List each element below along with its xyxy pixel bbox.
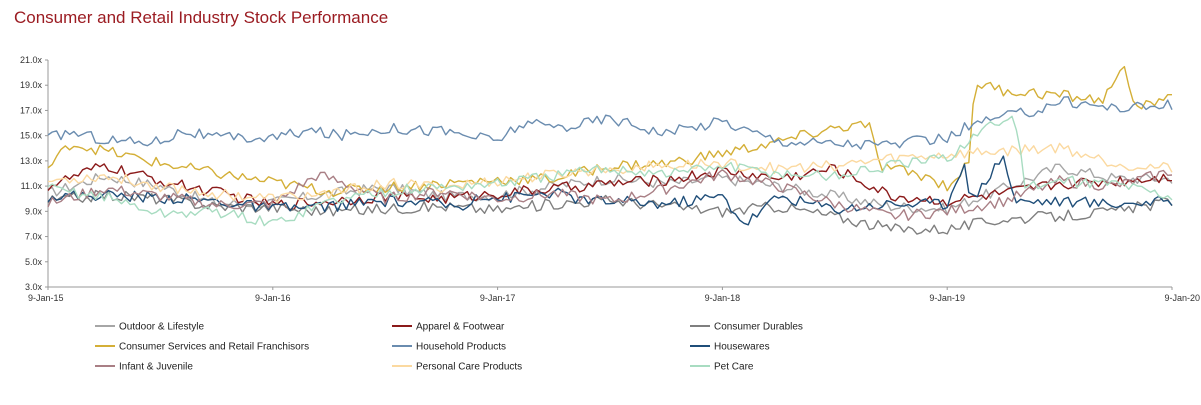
legend-label-infant-juvenile: Infant & Juvenile	[119, 362, 193, 373]
legend-label-outdoor-lifestyle: Outdoor & Lifestyle	[119, 322, 204, 333]
y-tick-label: 15.0x	[20, 131, 43, 141]
y-tick-label: 11.0x	[21, 181, 43, 191]
x-tick-label: 9-Jan-16	[255, 293, 291, 303]
y-tick-label: 17.0x	[20, 105, 43, 115]
legend-label-housewares: Housewares	[714, 342, 770, 353]
series-line-infant-juvenile	[47, 169, 1173, 221]
legend-label-consumer-durables: Consumer Durables	[714, 322, 803, 333]
x-tick-label: 9-Jan-15	[28, 293, 64, 303]
y-tick-label: 9.0x	[25, 206, 43, 216]
legend-label-personal-care-products: Personal Care Products	[416, 362, 522, 373]
series-line-outdoor-lifestyle	[47, 163, 1173, 216]
legend: Outdoor & Lifestyle Apparel & Footwear Con…	[95, 322, 803, 373]
series-line-household-products	[47, 96, 1173, 150]
legend-label-household-products: Household Products	[416, 342, 506, 353]
x-tick-label: 9-Jan-19	[929, 293, 965, 303]
y-tick-label: 21.0x	[20, 55, 43, 65]
axes: 3.0x 5.0x 7.0x 9.0x 11.0x 13.0x 15.0x 17.0x 19.0…	[20, 55, 1200, 303]
legend-label-consumer-services-and-retail-franchisors: Consumer Services and Retail Franchisors	[119, 342, 309, 353]
chart-title: Consumer and Retail Industry Stock Perfo…	[14, 8, 389, 27]
y-tick-label: 3.0x	[25, 282, 43, 292]
y-tick-label: 5.0x	[25, 257, 43, 267]
series-line-pet-care	[47, 115, 1173, 227]
y-tick-label: 7.0x	[25, 232, 43, 242]
x-tick-label: 9-Jan-20	[1164, 293, 1200, 303]
x-tick-label: 9-Jan-17	[480, 293, 516, 303]
series-line-consumer-services-and-retail-franchisors	[47, 65, 1172, 197]
legend-label-pet-care: Pet Care	[714, 362, 754, 373]
y-tick-label: 19.0x	[20, 80, 43, 90]
series-line-personal-care-products	[47, 142, 1173, 204]
series-lines	[47, 65, 1173, 235]
series-line-housewares	[47, 155, 1173, 226]
x-tick-label: 9-Jan-18	[705, 293, 741, 303]
legend-label-apparel-footwear: Apparel & Footwear	[416, 322, 505, 333]
y-tick-label: 13.0x	[20, 156, 43, 166]
